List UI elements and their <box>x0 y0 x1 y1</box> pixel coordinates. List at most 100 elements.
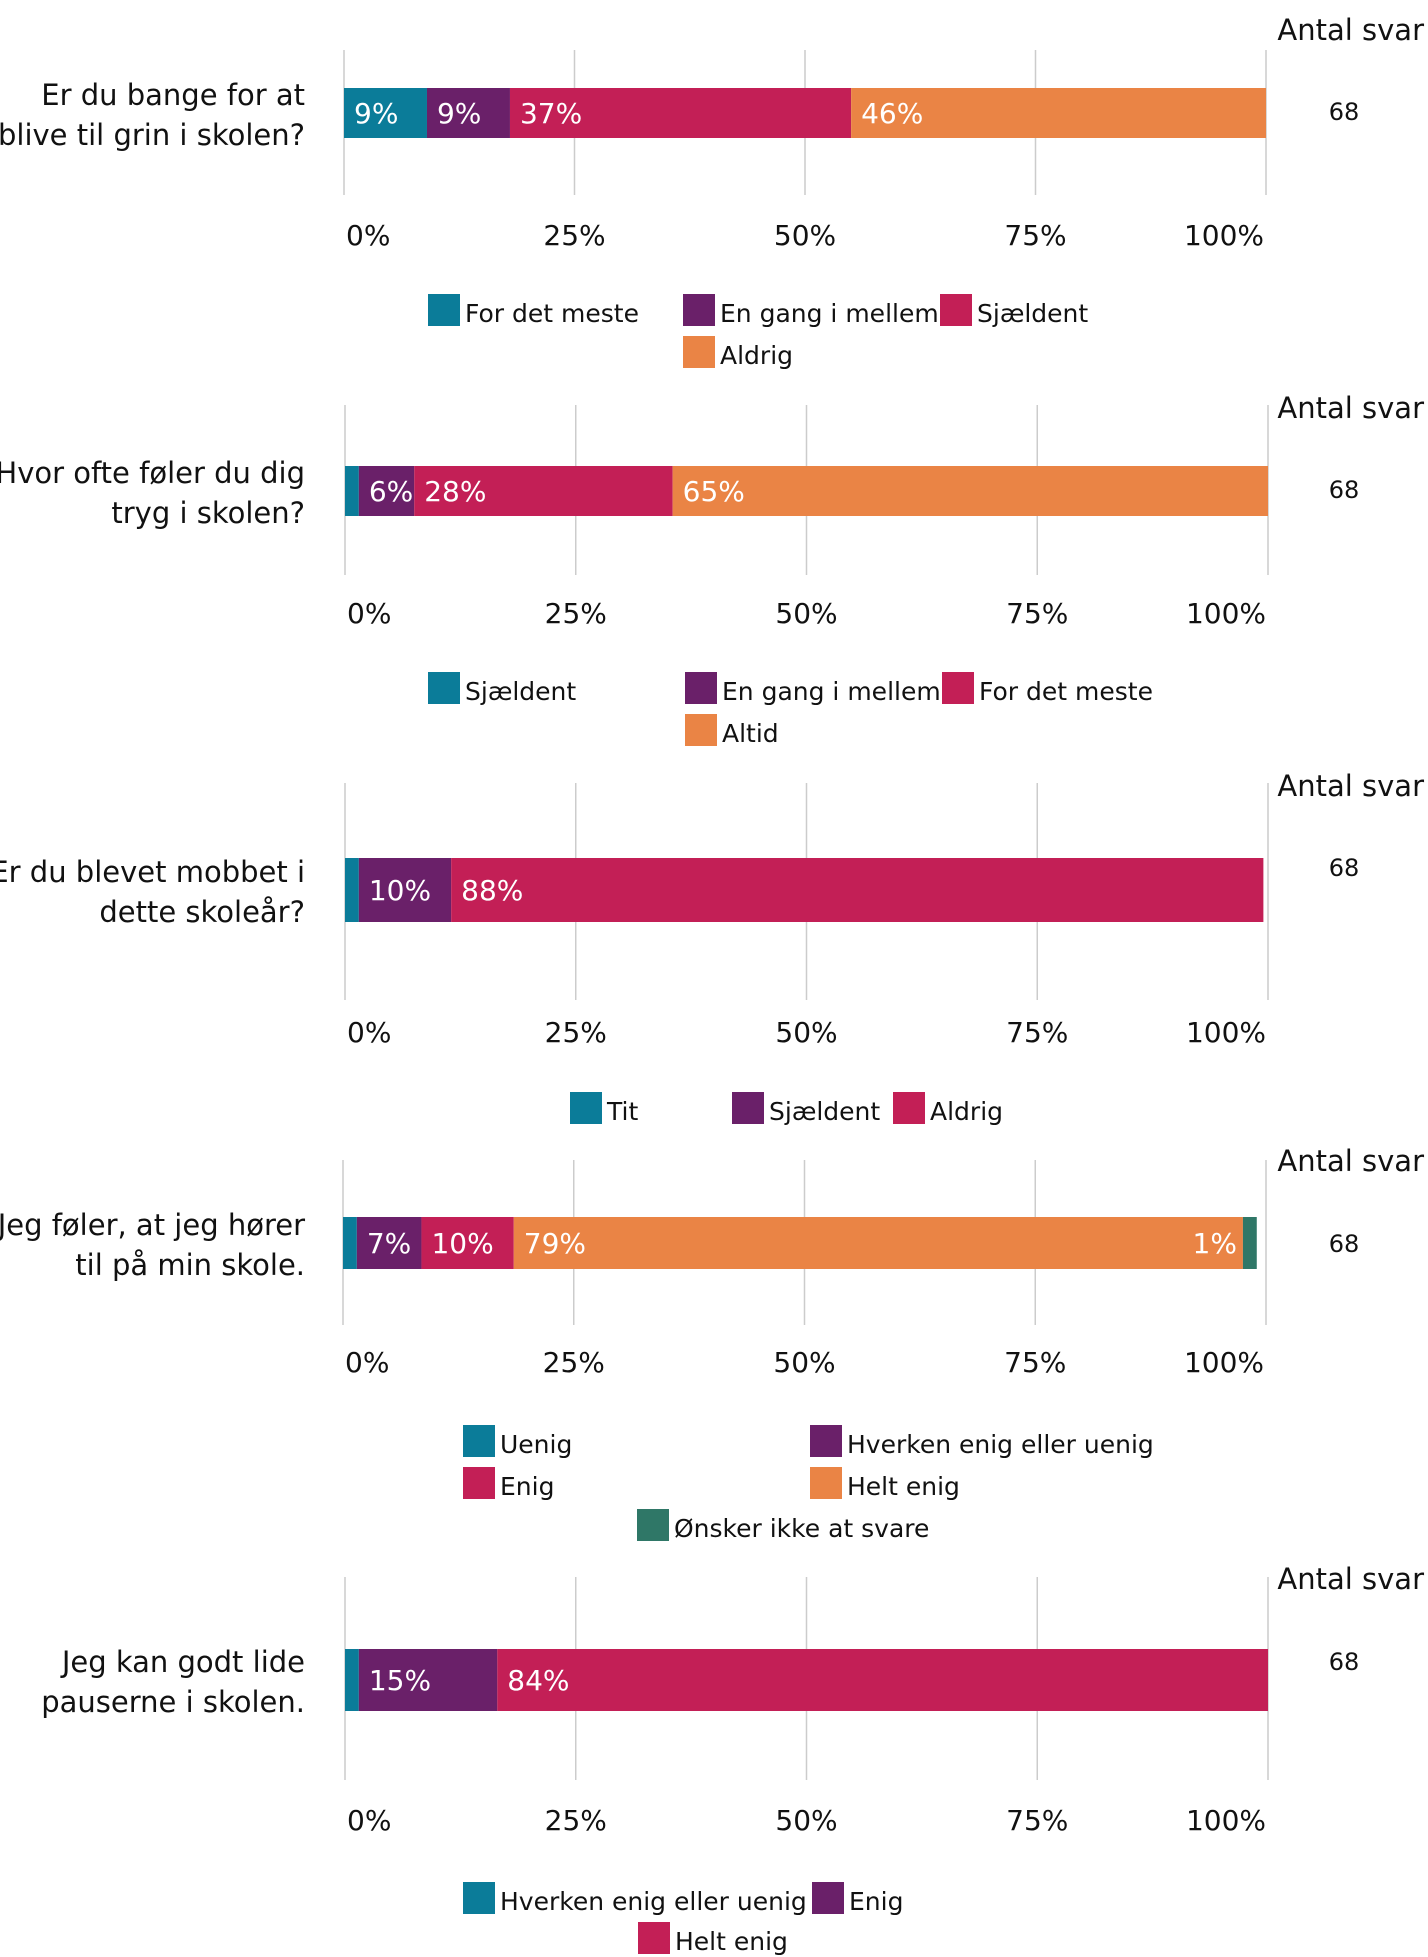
tick-label: 0% <box>347 1016 391 1049</box>
legend-swatch <box>683 294 715 326</box>
question-label: Er du bange for at <box>41 78 305 112</box>
tick-label: 25% <box>543 1346 605 1379</box>
data-label: 65% <box>683 475 745 508</box>
legend-label: En gang i mellem <box>722 677 941 706</box>
chart-panel-1: 9% 9% 37% 46% 0% 25% 50% 75% 100% Er du bange for… <box>0 13 1424 370</box>
tick-label: 75% <box>1004 219 1066 252</box>
question-label: pauserne i skolen. <box>41 1685 305 1719</box>
bar-segment <box>343 1217 357 1269</box>
tick-label: 25% <box>545 1016 607 1049</box>
count-value: 68 <box>1329 854 1360 882</box>
legend-swatch <box>810 1425 842 1457</box>
question-label: Er du blevet mobbet i <box>0 855 305 889</box>
data-label: 1% <box>1193 1227 1237 1260</box>
legend-label: Ønsker ikke at svare <box>674 1514 929 1543</box>
question-label: Jeg kan godt lide <box>60 1645 305 1679</box>
legend-swatch <box>942 672 974 704</box>
bar-segment <box>426 88 510 138</box>
question-label: til på min skole. <box>75 1248 305 1282</box>
legend-swatch <box>810 1467 842 1499</box>
legend-swatch <box>893 1092 925 1124</box>
legend-swatch <box>685 714 717 746</box>
count-header: Antal svar <box>1277 769 1424 803</box>
legend-swatch <box>463 1467 495 1499</box>
legend-swatch <box>940 294 972 326</box>
tick-label: 50% <box>773 1346 835 1379</box>
tick-label: 100% <box>1186 1804 1266 1837</box>
count-value: 68 <box>1329 1648 1360 1676</box>
bar-segment <box>1242 1217 1257 1269</box>
legend-label: Hverken enig eller uenig <box>500 1887 807 1916</box>
data-label: 10% <box>369 874 431 907</box>
bar-segment <box>414 466 673 516</box>
data-label: 9% <box>437 97 481 130</box>
bar-segment <box>509 88 852 138</box>
legend-swatch <box>683 336 715 368</box>
bar-segment <box>358 858 452 922</box>
tick-label: 75% <box>1006 1804 1068 1837</box>
tick-label: 100% <box>1186 597 1266 630</box>
legend-label: Enig <box>849 1887 903 1916</box>
tick-label: 50% <box>775 1804 837 1837</box>
bar-segment <box>345 1649 359 1711</box>
question-label: Hvor ofte føler du dig <box>0 456 305 490</box>
chart-panel-3: 10% 88% 0% 25% 50% 75% 100% Er du blevet mobbet… <box>0 769 1424 1126</box>
tick-label: 75% <box>1006 1016 1068 1049</box>
legend-label: For det meste <box>979 677 1153 706</box>
question-label: blive til grin i skolen? <box>0 118 305 152</box>
tick-label: 50% <box>774 219 836 252</box>
tick-label: 75% <box>1006 597 1068 630</box>
legend-label: For det meste <box>465 299 639 328</box>
legend-label: Sjældent <box>465 677 576 706</box>
bar-segment <box>513 1217 1243 1269</box>
tick-label: 25% <box>543 219 605 252</box>
tick-label: 0% <box>347 1804 391 1837</box>
legend-swatch <box>638 1922 670 1954</box>
legend-label: Helt enig <box>675 1927 788 1956</box>
bar-segment <box>672 466 1268 516</box>
bar-segment <box>358 466 415 516</box>
data-label: 9% <box>354 97 398 130</box>
data-label: 37% <box>520 97 582 130</box>
legend-label: Hverken enig eller uenig <box>847 1430 1154 1459</box>
legend-label: Enig <box>500 1472 554 1501</box>
bar-segment <box>345 858 359 922</box>
tick-label: 0% <box>347 597 391 630</box>
data-label: 7% <box>367 1227 411 1260</box>
data-label: 15% <box>369 1664 431 1697</box>
legend-label: En gang i mellem <box>720 299 939 328</box>
question-label: dette skoleår? <box>99 895 305 929</box>
legend-swatch <box>428 294 460 326</box>
chart-panel-5: 15% 84% 0% 25% 50% 75% 100% Jeg kan godt lide pa… <box>41 1562 1424 1956</box>
legend-swatch <box>637 1509 669 1541</box>
tick-label: 50% <box>775 1016 837 1049</box>
data-label: 6% <box>369 475 413 508</box>
legend-swatch <box>685 672 717 704</box>
legend-label: Aldrig <box>720 341 793 370</box>
tick-label: 100% <box>1184 1346 1264 1379</box>
legend-swatch <box>812 1882 844 1914</box>
bar-segment <box>345 466 359 516</box>
tick-label: 50% <box>775 597 837 630</box>
legend-label: Altid <box>722 719 779 748</box>
data-label: 79% <box>524 1227 586 1260</box>
legend-label: Tit <box>606 1097 638 1126</box>
legend-label: Sjældent <box>769 1097 880 1126</box>
data-label: 10% <box>431 1227 493 1260</box>
tick-label: 75% <box>1004 1346 1066 1379</box>
question-label: Jeg føler, at jeg hører <box>0 1208 305 1242</box>
count-value: 68 <box>1329 1230 1360 1258</box>
legend-label: Uenig <box>500 1430 572 1459</box>
legend-swatch <box>463 1425 495 1457</box>
legend-label: Helt enig <box>847 1472 960 1501</box>
data-label: 88% <box>461 874 523 907</box>
tick-label: 100% <box>1186 1016 1266 1049</box>
data-label: 84% <box>507 1664 569 1697</box>
chart-panel-2: 6% 28% 65% 0% 25% 50% 75% 100% Hvor ofte føler d… <box>0 391 1424 748</box>
question-label: tryg i skolen? <box>111 496 305 530</box>
bar-segment <box>358 1649 498 1711</box>
count-header: Antal svar <box>1277 1562 1424 1596</box>
count-header: Antal svar <box>1277 391 1424 425</box>
legend-swatch <box>428 672 460 704</box>
